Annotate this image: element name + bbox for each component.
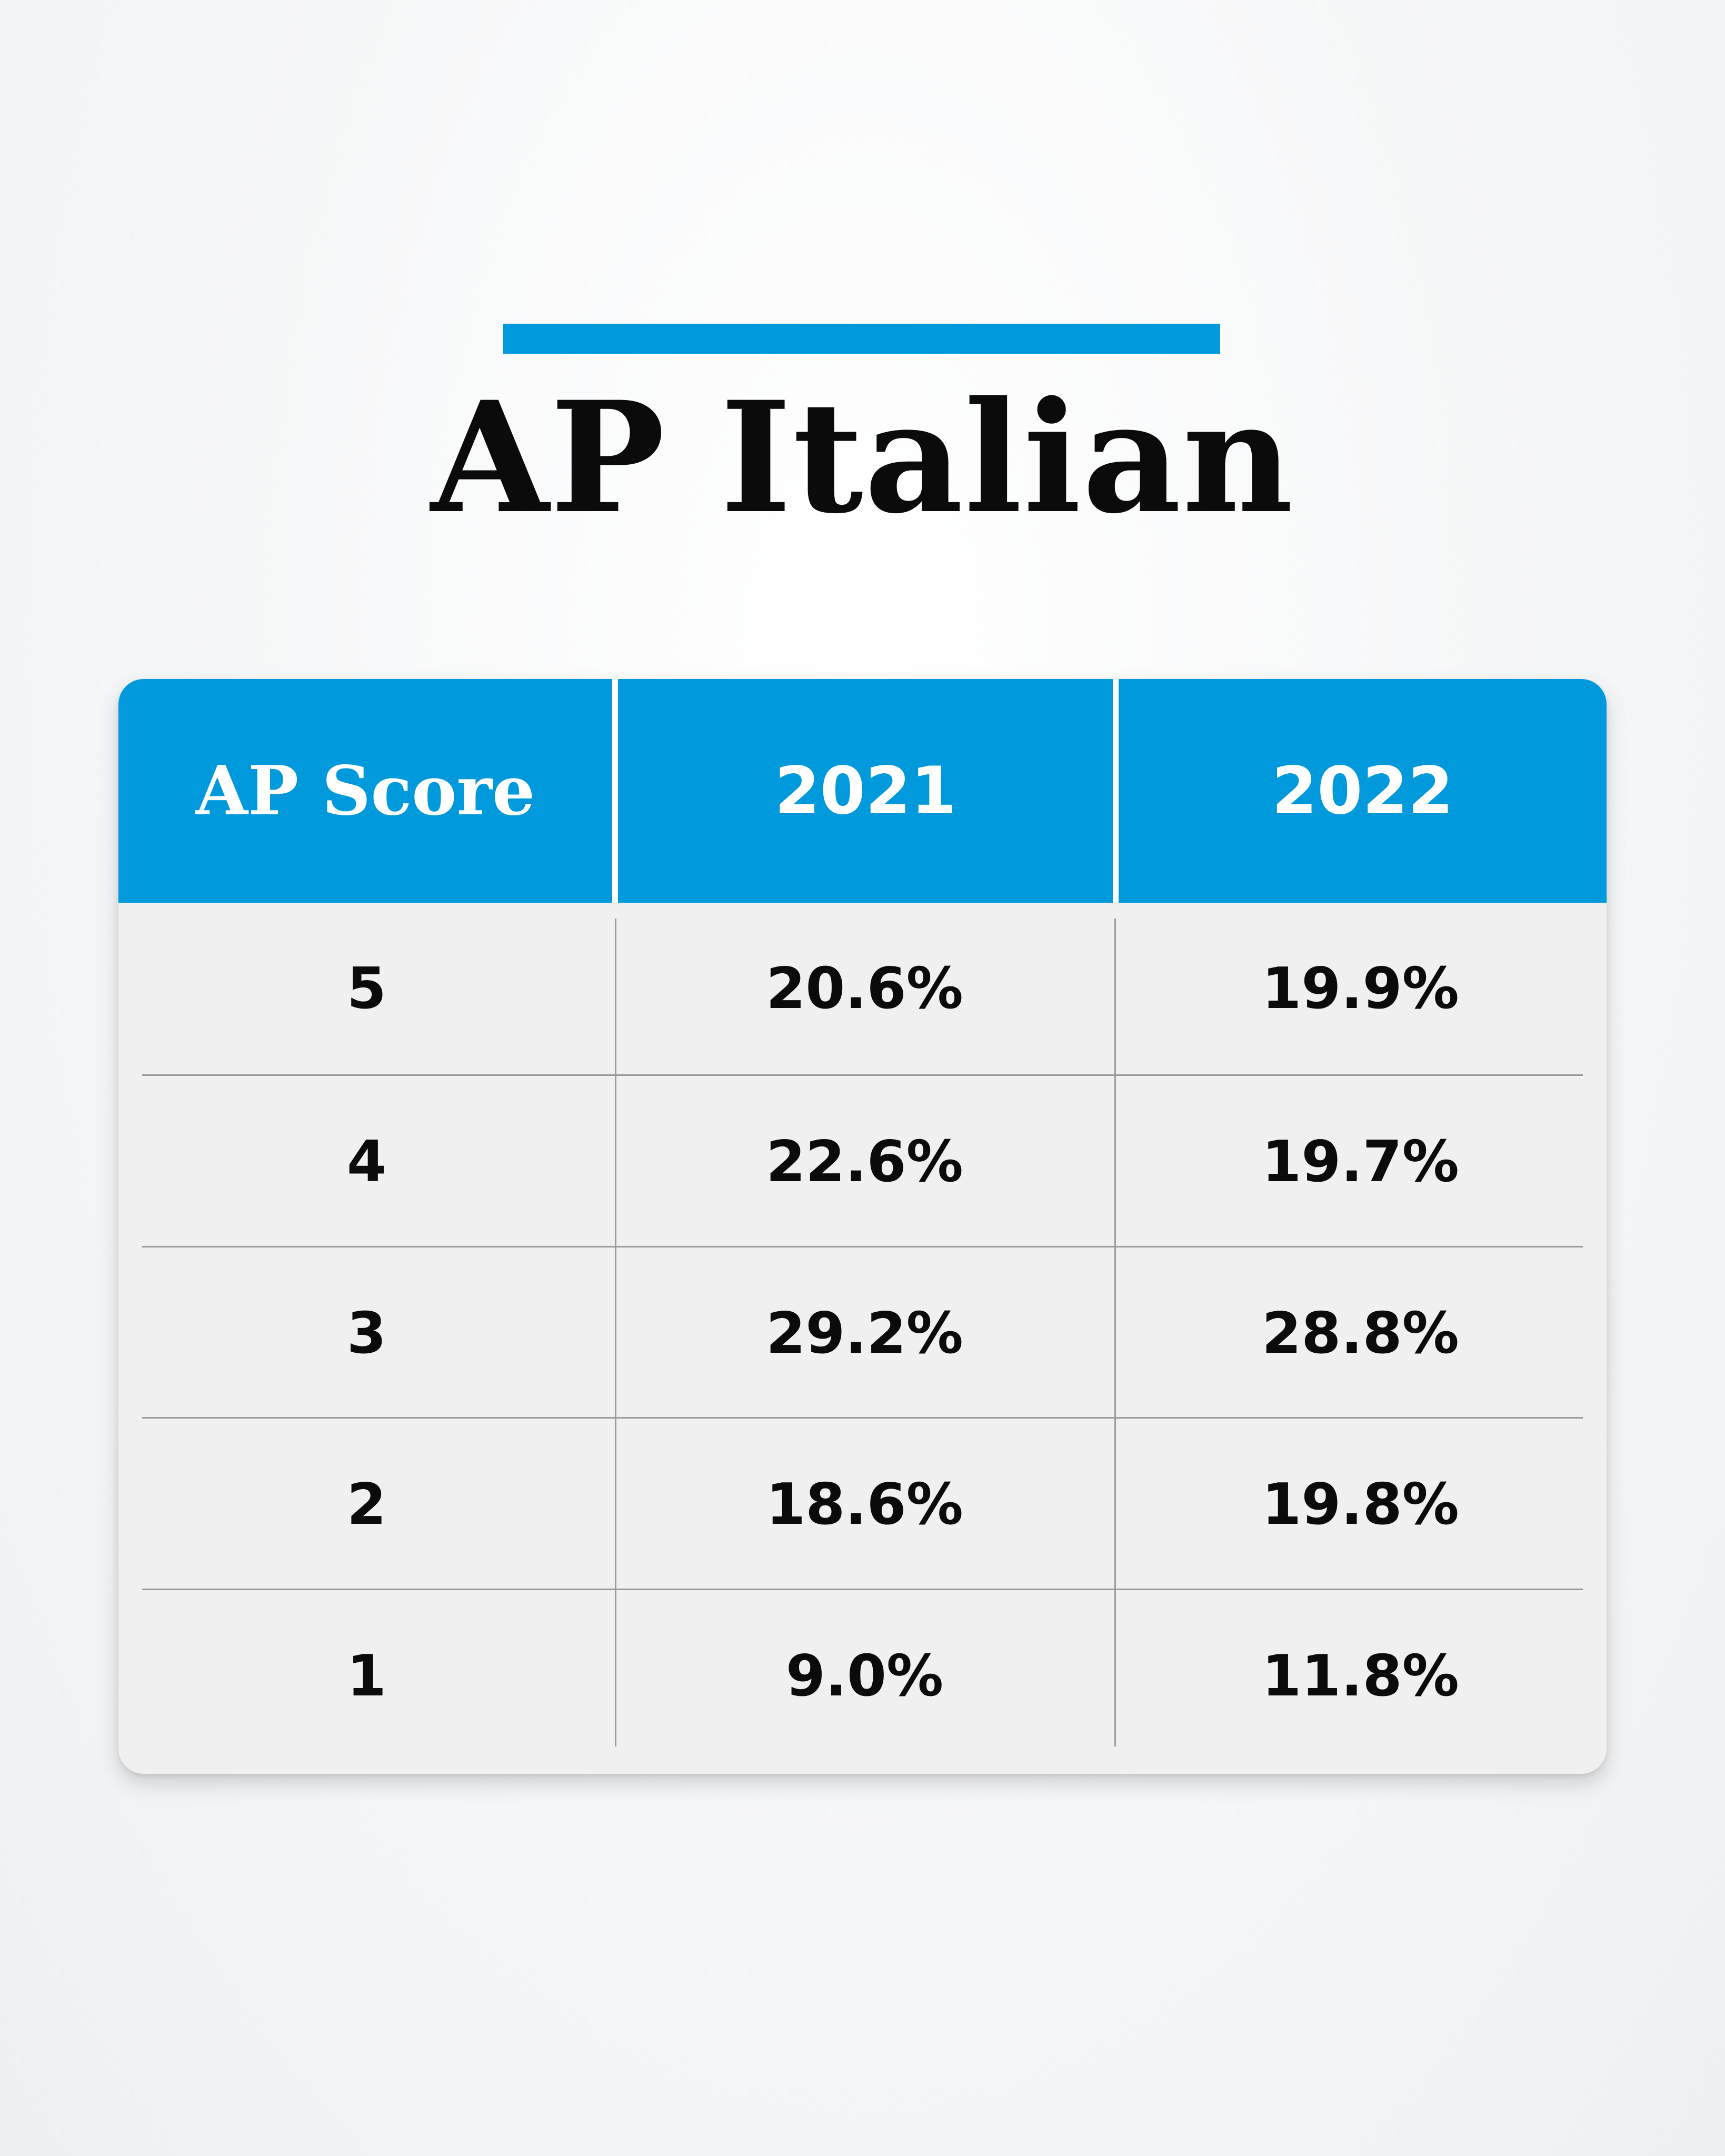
column-divider xyxy=(1114,919,1116,1746)
table-header-row: AP Score 2021 2022 xyxy=(118,679,1607,903)
percent-cell-2022: 28.8% xyxy=(1262,1300,1459,1366)
row-divider xyxy=(142,1589,1583,1590)
row-divider xyxy=(142,1417,1583,1419)
table-row: 5 20.6% 19.9% xyxy=(118,903,1607,1074)
percent-cell-2021: 22.6% xyxy=(766,1129,963,1195)
score-cell: 4 xyxy=(346,1129,387,1195)
header-cell-ap-score: AP Score xyxy=(118,679,612,903)
row-divider xyxy=(142,1246,1583,1247)
table-row: 4 22.6% 19.7% xyxy=(118,1076,1607,1247)
percent-cell-2022: 19.8% xyxy=(1262,1471,1459,1538)
table-row: 1 9.0% 11.8% xyxy=(118,1590,1607,1762)
table-row: 3 29.2% 28.8% xyxy=(118,1247,1607,1419)
percent-cell-2021: 20.6% xyxy=(766,955,963,1022)
table-body: 5 20.6% 19.9% 4 22.6% 19.7% 3 29.2% 28.8… xyxy=(118,903,1607,1774)
percent-cell-2022: 19.9% xyxy=(1262,955,1459,1022)
title-accent-bar xyxy=(503,324,1220,354)
score-cell: 1 xyxy=(346,1643,387,1709)
percent-cell-2022: 19.7% xyxy=(1262,1129,1459,1195)
score-table: AP Score 2021 2022 5 20.6% 19.9% 4 22.6%… xyxy=(118,679,1607,1774)
percent-cell-2021: 9.0% xyxy=(785,1643,944,1709)
score-cell: 3 xyxy=(346,1300,387,1366)
percent-cell-2022: 11.8% xyxy=(1262,1643,1459,1709)
header-cell-2022: 2022 xyxy=(1119,679,1607,903)
column-divider xyxy=(615,919,616,1746)
page-title: AP Italian xyxy=(431,368,1294,547)
percent-cell-2021: 29.2% xyxy=(766,1300,963,1366)
row-divider xyxy=(142,1074,1583,1076)
table-row: 2 18.6% 19.8% xyxy=(118,1419,1607,1590)
percent-cell-2021: 18.6% xyxy=(766,1471,963,1538)
header-cell-2021: 2021 xyxy=(618,679,1113,903)
score-cell: 2 xyxy=(346,1471,387,1538)
score-cell: 5 xyxy=(346,955,387,1022)
